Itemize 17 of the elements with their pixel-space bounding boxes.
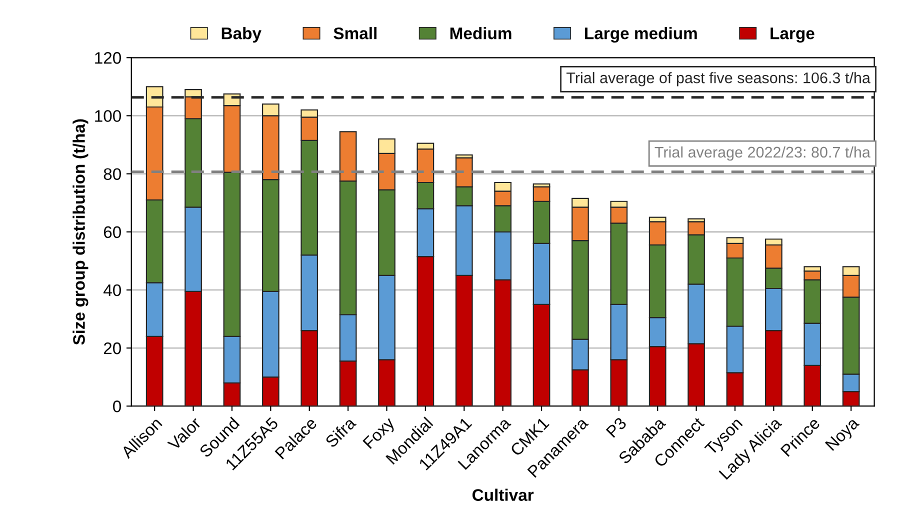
y-axis-title: Size group distribution (t/ha) bbox=[72, 119, 88, 345]
legend-label: Large bbox=[770, 28, 814, 43]
y-tick-label: 60 bbox=[104, 226, 121, 238]
y-tick-label: 80 bbox=[104, 168, 121, 180]
y-tick-label: 120 bbox=[95, 52, 121, 64]
y-tick-label: 40 bbox=[103, 284, 121, 296]
legend-label: Medium bbox=[450, 27, 512, 40]
legend-label: Baby bbox=[222, 27, 262, 43]
x-axis-title: Cultivar bbox=[472, 488, 534, 501]
legend-label: Large medium bbox=[585, 27, 697, 43]
ref-line-label: Trial average 2022/23: 80.7 t/ha bbox=[654, 146, 870, 161]
ref-line-label: Trial average of past five seasons: 106.3 t/ha bbox=[566, 72, 870, 86]
y-tick-label: 100 bbox=[95, 110, 121, 122]
x-tick-label: Sifra bbox=[324, 416, 357, 448]
y-tick-label: 0 bbox=[113, 400, 121, 412]
y-tick-label: 20 bbox=[104, 342, 121, 354]
legend-label: Small bbox=[334, 27, 376, 40]
